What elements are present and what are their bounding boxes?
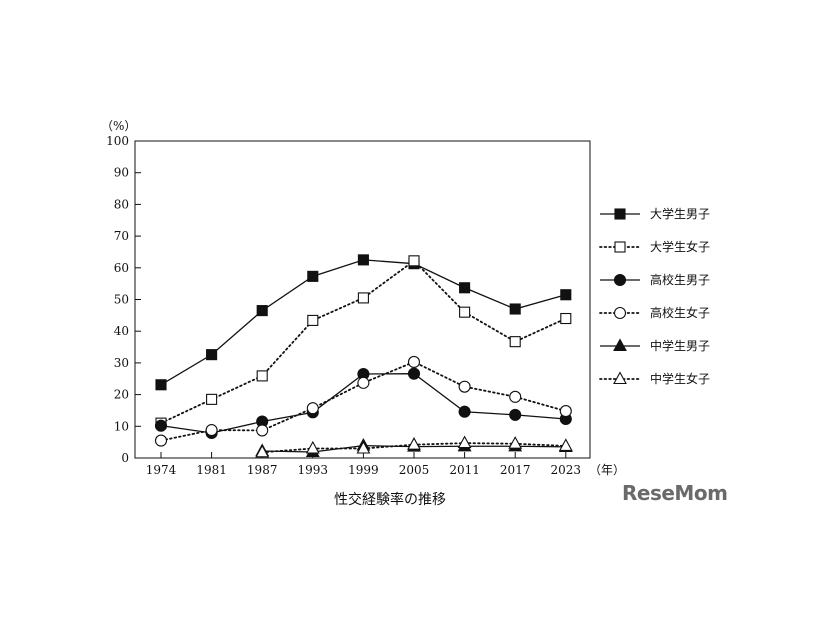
series-line [160, 360, 567, 442]
data-point [154, 419, 168, 432]
data-point [307, 314, 319, 326]
data-point [205, 424, 218, 437]
data-point [206, 393, 218, 405]
y-axis: 0 10 20 30 40 50 60 70 80 90 100 [106, 134, 141, 465]
x-unit-label: （年） [589, 463, 625, 477]
data-point [559, 405, 572, 418]
x-tick-label: 2023 [551, 463, 582, 477]
legend-label: 中学生女子 [650, 371, 710, 386]
data-point [357, 292, 369, 304]
y-tick-label: 70 [114, 229, 129, 243]
x-tick-label: 1981 [196, 463, 227, 477]
data-point [306, 402, 319, 415]
resemom-logo: ReseMom [622, 481, 728, 505]
data-point [560, 312, 572, 325]
data-point [509, 336, 521, 348]
x-axis: 1974 1981 1987 1993 1999 2005 2011 2017 2023 [146, 452, 581, 477]
y-tick-label: 10 [114, 419, 129, 433]
data-point [407, 437, 421, 450]
legend-marker [613, 371, 627, 385]
data-point [509, 390, 522, 403]
data-point [458, 405, 471, 418]
x-tick-label: 2005 [399, 463, 430, 477]
legend-marker [613, 338, 627, 352]
series-line [160, 259, 566, 386]
legend-marker [614, 208, 626, 220]
legend-item: 中学生男子 [600, 338, 710, 353]
y-unit-label: （%） [101, 119, 136, 133]
y-tick-label: 20 [114, 388, 129, 402]
legend-item: 中学生女子 [599, 371, 710, 386]
series-layer [154, 254, 573, 458]
legend-item: 高校生男子 [600, 272, 710, 287]
legend-label: 大学生男子 [650, 206, 710, 221]
y-tick-label: 50 [114, 293, 129, 307]
y-tick-label: 0 [121, 451, 129, 465]
legend-item: 大学生男子 [600, 206, 710, 221]
x-tick-label: 2011 [449, 463, 480, 477]
data-point [458, 380, 471, 393]
legend-marker [613, 306, 627, 320]
data-point [356, 440, 371, 454]
y-tick-label: 80 [114, 197, 129, 211]
legend-marker [613, 273, 627, 287]
legend-marker [614, 241, 626, 253]
data-point [457, 435, 472, 449]
y-tick-label: 90 [114, 166, 129, 180]
series-koukou-female [154, 355, 572, 447]
series-chuugaku-female [255, 435, 573, 458]
series-daigaku-female [155, 255, 572, 429]
data-point [256, 424, 269, 437]
x-tick-label: 1999 [348, 463, 379, 477]
data-point [459, 282, 471, 294]
data-point [408, 255, 420, 267]
legend-label: 高校生男子 [650, 272, 710, 287]
chart-title: 性交経験率の推移 [334, 492, 446, 508]
data-point [305, 440, 320, 454]
data-point [154, 434, 168, 447]
x-tick-label: 2017 [500, 463, 531, 477]
legend-item: 高校生女子 [599, 305, 710, 320]
series-line [160, 259, 567, 425]
data-point [459, 306, 471, 318]
data-point [509, 303, 521, 315]
y-tick-label: 40 [114, 324, 129, 338]
series-koukou-male [154, 367, 572, 440]
legend-label: 中学生男子 [650, 338, 710, 353]
data-point [558, 438, 573, 452]
data-point [155, 379, 167, 391]
legend-label: 大学生女子 [650, 239, 710, 254]
x-tick-label: 1987 [247, 463, 278, 477]
y-tick-label: 30 [114, 356, 129, 370]
data-point [357, 376, 370, 389]
data-point [206, 349, 218, 361]
data-point [256, 305, 268, 317]
data-point [307, 270, 319, 282]
data-point [407, 367, 421, 380]
data-point [357, 254, 369, 266]
legend-item: 大学生女子 [599, 239, 710, 254]
data-point [560, 289, 572, 301]
legend-label: 高校生女子 [650, 305, 710, 320]
x-tick-label: 1993 [298, 463, 329, 477]
x-tick-label: 1974 [146, 463, 177, 477]
data-point [255, 444, 270, 458]
y-tick-label: 100 [106, 134, 129, 148]
data-point [256, 370, 268, 382]
data-point [508, 436, 523, 449]
data-point [509, 408, 522, 421]
y-tick-label: 60 [114, 261, 129, 275]
data-point [407, 355, 421, 368]
